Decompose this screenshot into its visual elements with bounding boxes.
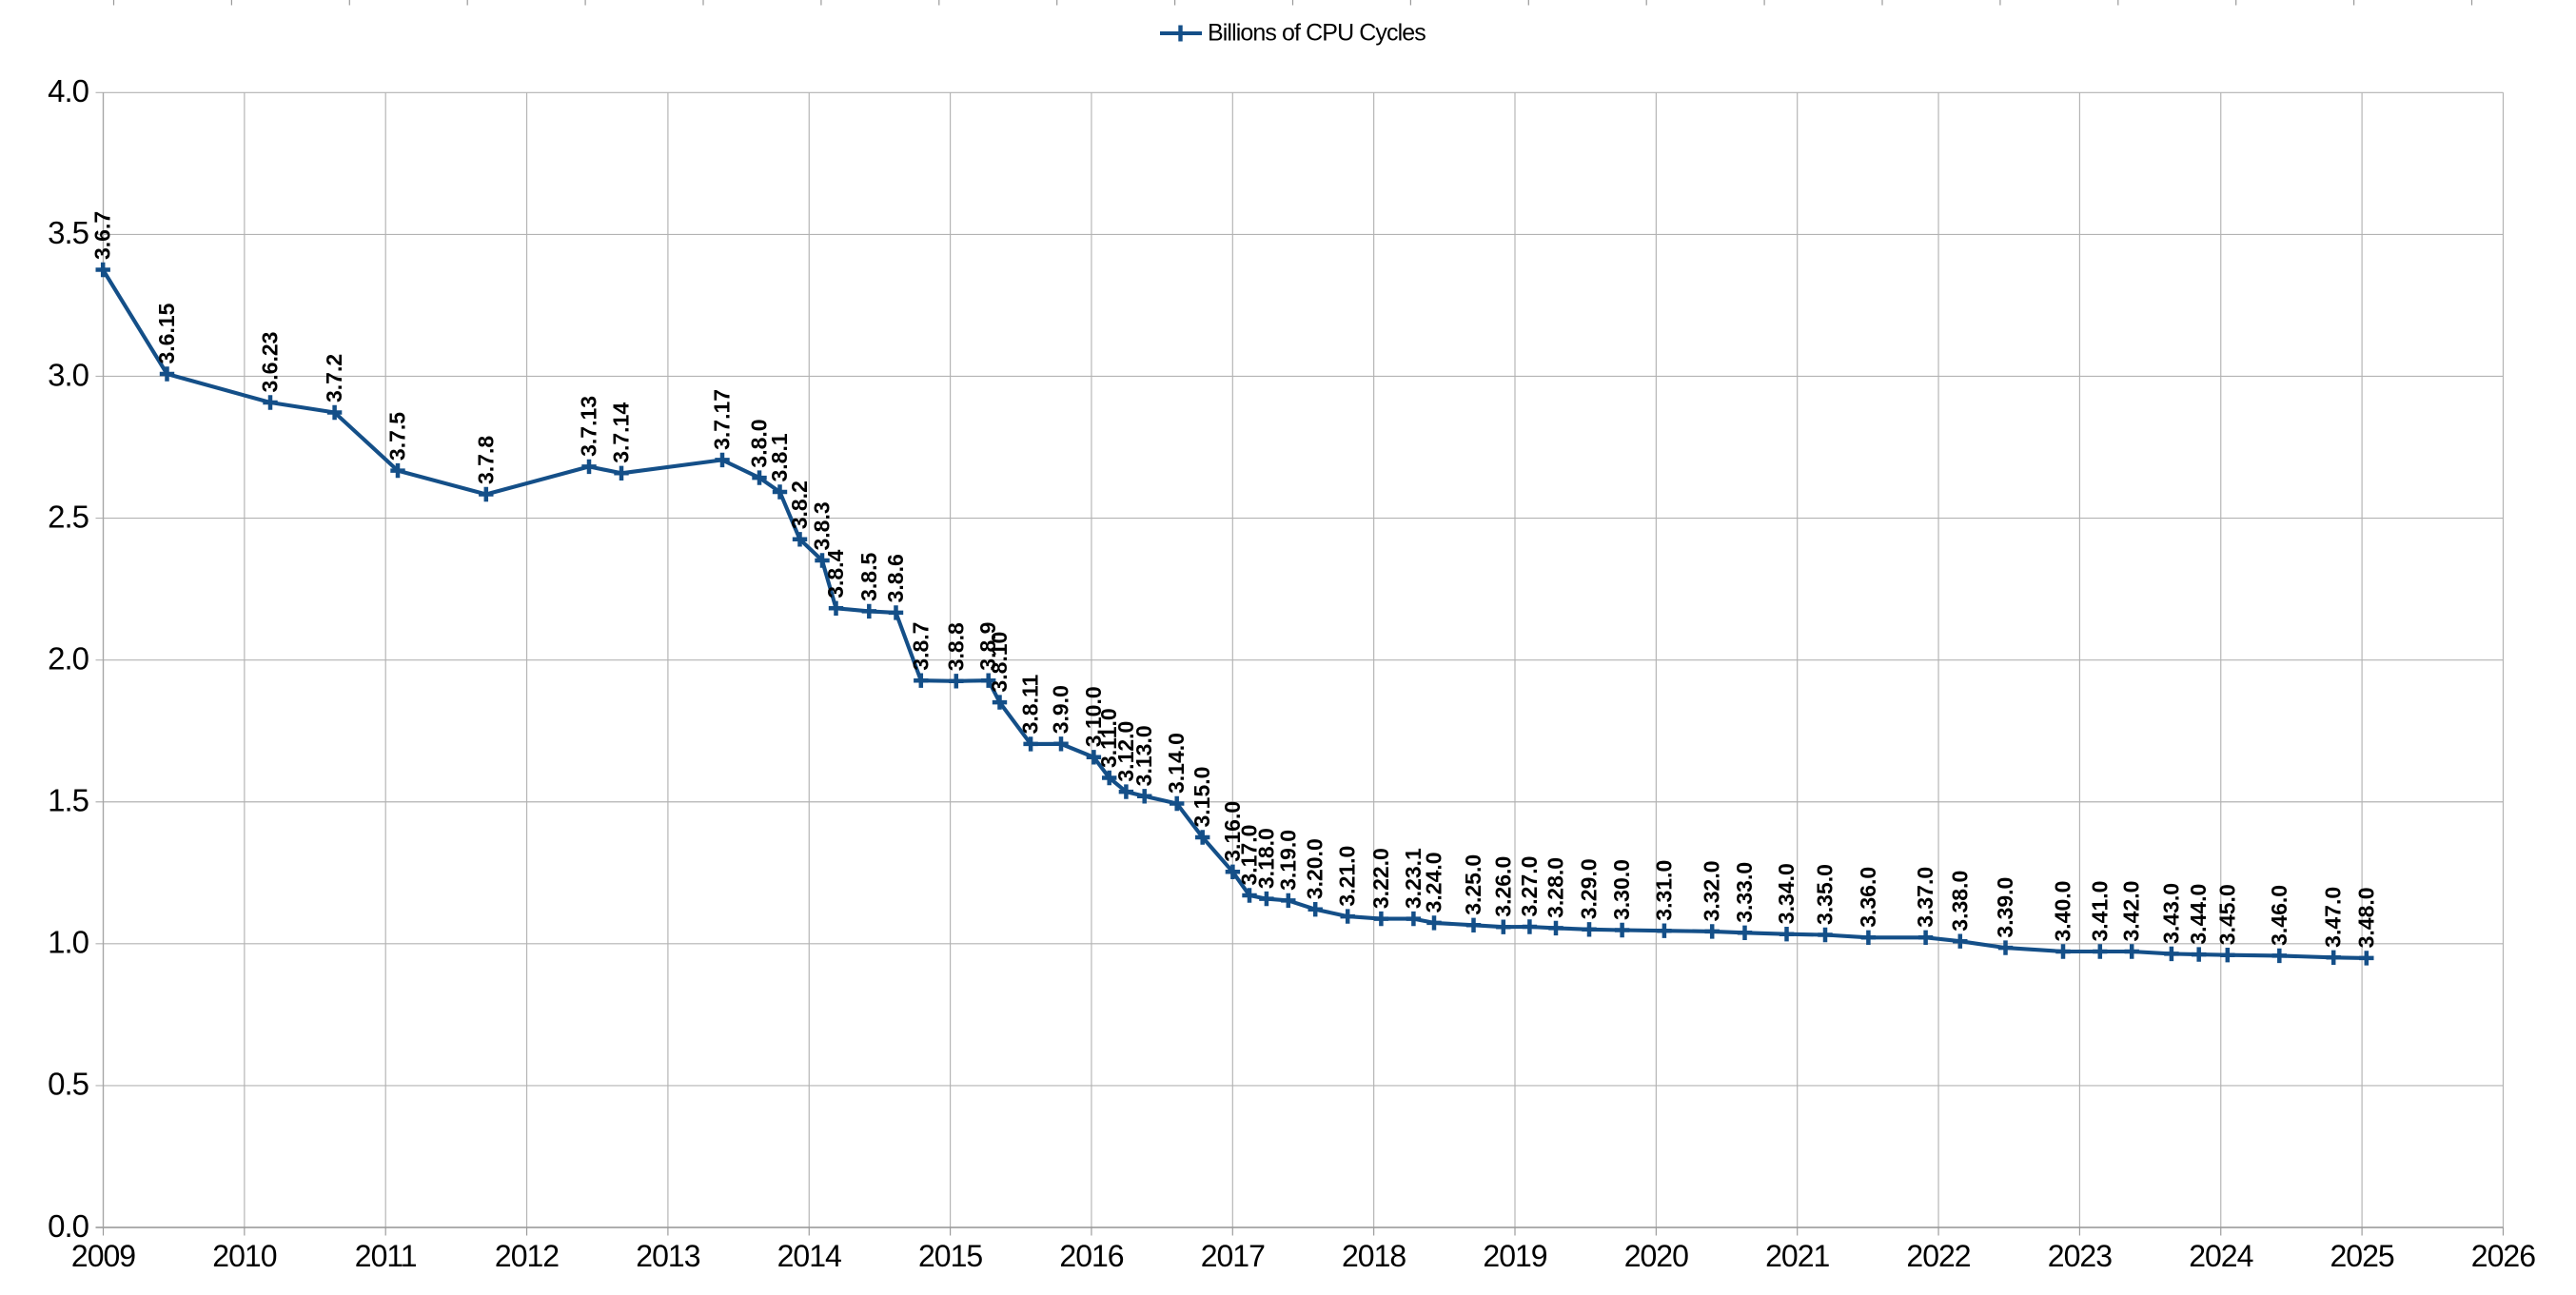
svg-text:3.31.0: 3.31.0 xyxy=(1651,860,1676,921)
svg-text:3.12.0: 3.12.0 xyxy=(1113,721,1138,782)
svg-text:2011: 2011 xyxy=(355,1239,417,1273)
svg-text:3.32.0: 3.32.0 xyxy=(1700,860,1724,921)
svg-text:3.41.0: 3.41.0 xyxy=(2087,881,2112,942)
svg-text:3.6.23: 3.6.23 xyxy=(258,332,283,393)
svg-text:3.25.0: 3.25.0 xyxy=(1461,854,1485,915)
svg-text:2.5: 2.5 xyxy=(48,499,88,534)
svg-text:2016: 2016 xyxy=(1059,1239,1123,1273)
svg-text:3.11.0: 3.11.0 xyxy=(1096,708,1121,768)
svg-text:3.5: 3.5 xyxy=(48,215,88,250)
svg-text:3.8.4: 3.8.4 xyxy=(823,549,848,598)
svg-text:2019: 2019 xyxy=(1483,1239,1546,1273)
svg-text:3.24.0: 3.24.0 xyxy=(1422,852,1446,912)
svg-text:3.8.10: 3.8.10 xyxy=(987,632,1012,693)
svg-text:2022: 2022 xyxy=(1906,1239,1970,1273)
svg-text:2017: 2017 xyxy=(1201,1239,1265,1273)
svg-text:3.40.0: 3.40.0 xyxy=(2051,881,2075,942)
svg-text:3.7.2: 3.7.2 xyxy=(322,354,346,402)
svg-text:2020: 2020 xyxy=(1624,1239,1688,1273)
svg-text:4.0: 4.0 xyxy=(48,73,89,108)
svg-text:0.5: 0.5 xyxy=(48,1067,88,1102)
svg-text:3.22.0: 3.22.0 xyxy=(1368,848,1393,909)
svg-text:2013: 2013 xyxy=(636,1239,699,1273)
svg-text:3.47.0: 3.47.0 xyxy=(2321,887,2346,948)
svg-text:3.33.0: 3.33.0 xyxy=(1732,862,1757,923)
svg-text:3.0: 3.0 xyxy=(48,357,89,392)
svg-text:3.6.7: 3.6.7 xyxy=(90,211,115,260)
svg-text:3.46.0: 3.46.0 xyxy=(2267,885,2291,946)
svg-text:3.8.6: 3.8.6 xyxy=(883,554,908,602)
svg-text:3.23.1: 3.23.1 xyxy=(1401,848,1426,909)
svg-text:3.10.0: 3.10.0 xyxy=(1081,686,1106,747)
svg-text:3.13.0: 3.13.0 xyxy=(1131,725,1156,786)
svg-text:3.21.0: 3.21.0 xyxy=(1335,846,1360,907)
svg-text:3.27.0: 3.27.0 xyxy=(1517,856,1542,917)
svg-text:3.8.11: 3.8.11 xyxy=(1018,675,1043,735)
svg-text:3.35.0: 3.35.0 xyxy=(1813,864,1838,925)
svg-text:3.37.0: 3.37.0 xyxy=(1913,867,1937,928)
svg-text:2.0: 2.0 xyxy=(48,640,89,676)
svg-text:3.19.0: 3.19.0 xyxy=(1275,830,1300,891)
svg-text:1.0: 1.0 xyxy=(48,925,89,960)
svg-text:2018: 2018 xyxy=(1342,1239,1406,1273)
svg-text:3.26.0: 3.26.0 xyxy=(1490,856,1515,917)
svg-text:3.29.0: 3.29.0 xyxy=(1577,858,1602,919)
svg-text:3.45.0: 3.45.0 xyxy=(2214,884,2239,945)
svg-text:3.42.0: 3.42.0 xyxy=(2119,881,2144,942)
svg-text:2025: 2025 xyxy=(2330,1239,2394,1273)
svg-text:2015: 2015 xyxy=(918,1239,982,1273)
svg-text:3.14.0: 3.14.0 xyxy=(1164,733,1189,794)
svg-text:3.16.0: 3.16.0 xyxy=(1220,801,1245,862)
svg-text:2026: 2026 xyxy=(2471,1239,2535,1273)
svg-text:2009: 2009 xyxy=(71,1239,135,1273)
svg-text:1.5: 1.5 xyxy=(48,783,88,818)
svg-text:3.8.8: 3.8.8 xyxy=(943,622,968,671)
svg-text:3.8.5: 3.8.5 xyxy=(856,553,881,601)
svg-text:3.8.0: 3.8.0 xyxy=(747,419,772,467)
svg-text:3.8.2: 3.8.2 xyxy=(787,481,812,529)
svg-text:3.6.15: 3.6.15 xyxy=(154,303,179,363)
svg-text:2012: 2012 xyxy=(495,1239,559,1273)
svg-text:Billions of CPU Cycles: Billions of CPU Cycles xyxy=(1208,20,1426,47)
svg-text:3.44.0: 3.44.0 xyxy=(2186,884,2211,945)
svg-text:0.0: 0.0 xyxy=(48,1208,89,1244)
svg-text:3.18.0: 3.18.0 xyxy=(1253,828,1278,889)
svg-text:2014: 2014 xyxy=(777,1239,841,1273)
svg-text:3.9.0: 3.9.0 xyxy=(1049,685,1073,734)
svg-text:3.8.3: 3.8.3 xyxy=(810,501,835,550)
svg-text:3.7.13: 3.7.13 xyxy=(577,396,601,457)
svg-text:3.8.7: 3.8.7 xyxy=(908,622,933,671)
svg-text:3.28.0: 3.28.0 xyxy=(1544,857,1568,918)
svg-text:2021: 2021 xyxy=(1765,1239,1829,1273)
svg-text:3.20.0: 3.20.0 xyxy=(1303,838,1327,899)
svg-text:2023: 2023 xyxy=(2048,1239,2112,1273)
svg-text:3.15.0: 3.15.0 xyxy=(1190,767,1214,828)
svg-text:3.7.14: 3.7.14 xyxy=(609,402,634,463)
svg-text:3.38.0: 3.38.0 xyxy=(1947,871,1972,932)
svg-text:3.7.5: 3.7.5 xyxy=(385,412,410,461)
svg-text:3.36.0: 3.36.0 xyxy=(1856,867,1880,928)
svg-text:3.39.0: 3.39.0 xyxy=(1993,877,2017,938)
svg-text:3.7.17: 3.7.17 xyxy=(710,389,735,450)
svg-text:3.30.0: 3.30.0 xyxy=(1609,859,1634,920)
svg-text:3.8.9: 3.8.9 xyxy=(975,622,1000,671)
svg-text:2010: 2010 xyxy=(212,1239,276,1273)
svg-text:3.48.0: 3.48.0 xyxy=(2353,887,2378,948)
svg-text:3.8.1: 3.8.1 xyxy=(767,433,792,481)
svg-text:2024: 2024 xyxy=(2189,1239,2252,1273)
svg-text:3.43.0: 3.43.0 xyxy=(2158,883,2183,944)
svg-text:3.7.8: 3.7.8 xyxy=(473,436,498,484)
svg-text:3.17.0: 3.17.0 xyxy=(1237,825,1262,886)
svg-text:3.34.0: 3.34.0 xyxy=(1774,863,1799,924)
